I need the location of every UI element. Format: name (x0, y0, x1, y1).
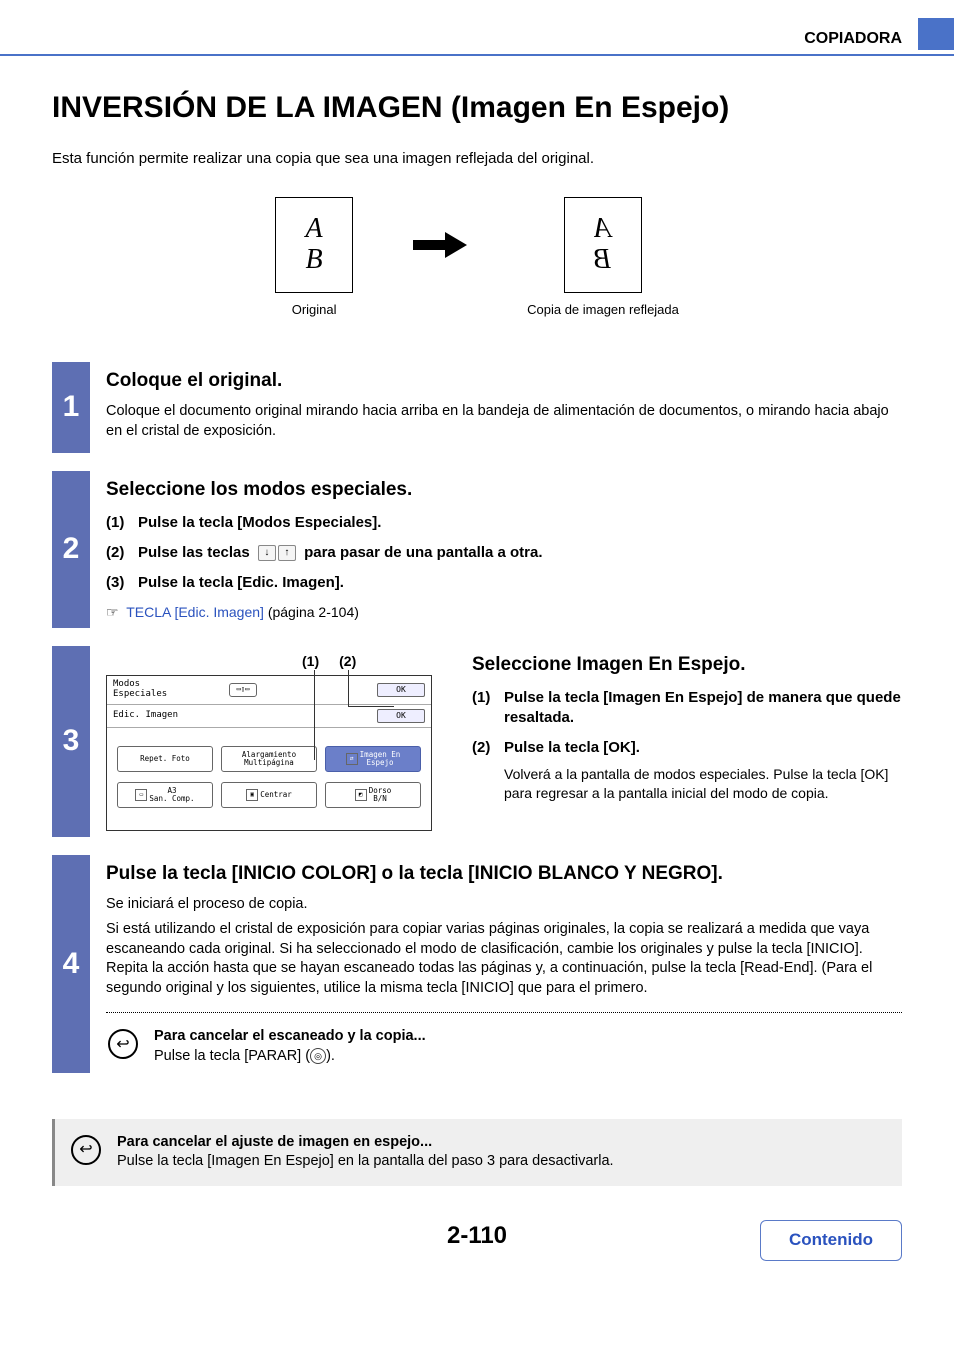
btn-centrar[interactable]: ▣Centrar (221, 782, 317, 808)
step-2-item-1-num: (1) (106, 513, 138, 533)
arrow-keys-icon: ↓ ↑ (258, 545, 296, 561)
step-1-title: Coloque el original. (106, 368, 902, 394)
cancel-mirror-box: ↩ Para cancelar el ajuste de imagen en e… (52, 1119, 902, 1186)
arrow-icon (413, 197, 467, 293)
leader-line-2b (348, 706, 394, 707)
step-4-number: 4 (52, 855, 90, 1073)
page-header: COPIADORA (0, 0, 954, 56)
step-1-number: 1 (52, 362, 90, 453)
contents-button[interactable]: Contenido (760, 1220, 902, 1261)
letter-b: B (306, 245, 323, 276)
screen-header-1: Modos Especiales (113, 680, 229, 700)
btn-dorso-bn[interactable]: ◩Dorso B/N (325, 782, 421, 808)
letter-a: A (306, 214, 323, 245)
btn-alargamiento[interactable]: Alargamiento Multipágina (221, 746, 317, 772)
arrow-up-key: ↑ (278, 545, 296, 561)
step-4-title: Pulse la tecla [INICIO COLOR] o la tecla… (106, 861, 902, 887)
cancel-scan-body: Pulse la tecla [PARAR] (◎). (154, 1047, 426, 1067)
mirror-btn-icon: ⇄ (346, 753, 358, 765)
a3-btn-icon: ▭ (135, 789, 147, 801)
dotted-divider (106, 1012, 902, 1013)
screen-header-2: Edic. Imagen (113, 711, 377, 721)
step-3-item-2-desc: Volverá a la pantalla de modos especiale… (472, 765, 902, 803)
step-2-item-2-num: (2) (106, 543, 138, 563)
step-2-number: 2 (52, 471, 90, 628)
original-page-box: A B (275, 197, 353, 293)
callout-2: (2) (339, 652, 356, 671)
step-3-number: 3 (52, 646, 90, 837)
stop-icon: ◎ (310, 1048, 326, 1064)
step-2: 2 Seleccione los modos especiales. (1) P… (52, 471, 902, 628)
step-2-item-3-num: (3) (106, 573, 138, 593)
step-3: 3 (1) (2) Modos Especiales ▭▯▭ OK (52, 646, 902, 837)
cancel-scan-note: ↩ Para cancelar el escaneado y la copia.… (106, 1027, 902, 1066)
mirrored-page-box: A B (564, 197, 642, 293)
step-2-link-line: ☞ TECLA [Edic. Imagen] (página 2-104) (106, 603, 902, 622)
cancel-mirror-title: Para cancelar el ajuste de imagen en esp… (117, 1133, 614, 1153)
arrow-down-key: ↓ (258, 545, 276, 561)
step-2-item-3-text: Pulse la tecla [Edic. Imagen]. (138, 573, 902, 593)
mirror-caption: Copia de imagen reflejada (527, 301, 679, 319)
header-accent-tab (918, 18, 954, 50)
step-4-p1: Se iniciará el proceso de copia. (106, 895, 902, 915)
btn-a3-san-comp[interactable]: ▭A3 San. Comp. (117, 782, 213, 808)
cancel-mirror-body: Pulse la tecla [Imagen En Espejo] en la … (117, 1152, 614, 1172)
lcd-screen: Modos Especiales ▭▯▭ OK Edic. Imagen OK … (106, 675, 432, 831)
step-3-item-1-num: (1) (472, 688, 504, 729)
link-suffix: (página 2-104) (264, 604, 359, 620)
back-icon-2: ↩ (71, 1135, 101, 1165)
screen-ok-2[interactable]: OK (377, 709, 425, 723)
pointer-icon: ☞ (106, 604, 119, 620)
step-3-item-2-num: (2) (472, 738, 504, 758)
mirror-diagram: A B Original A B Copia de imagen refleja… (52, 197, 902, 319)
screen-ok-1[interactable]: OK (377, 683, 425, 697)
letter-b-mirrored: B (594, 245, 611, 276)
step-3-item-1-text: Pulse la tecla [Imagen En Espejo] de man… (504, 688, 902, 729)
screen-preview-wrap: (1) (2) Modos Especiales ▭▯▭ OK Edic. Im… (106, 652, 446, 831)
edic-imagen-link[interactable]: TECLA [Edic. Imagen] (126, 604, 264, 620)
callout-1: (1) (302, 652, 319, 671)
step-2-item-1-text: Pulse la tecla [Modos Especiales]. (138, 513, 902, 533)
step-2-item-2-text: Pulse las teclas ↓ ↑ para pasar de una p… (138, 543, 902, 563)
section-label: COPIADORA (804, 28, 914, 50)
original-caption: Original (292, 301, 337, 319)
cancel-scan-title: Para cancelar el escaneado y la copia... (154, 1027, 426, 1047)
bn-btn-icon: ◩ (355, 789, 367, 801)
step-2-title: Seleccione los modos especiales. (106, 477, 902, 503)
page-number: 2-110 (447, 1220, 507, 1252)
screen-orientation-icon: ▭▯▭ (229, 683, 257, 697)
intro-text: Esta función permite realizar una copia … (52, 149, 902, 169)
center-btn-icon: ▣ (246, 789, 258, 801)
page-footer: 2-110 Contenido (0, 1220, 954, 1292)
btn-repet-foto[interactable]: Repet. Foto (117, 746, 213, 772)
step-1: 1 Coloque el original. Coloque el docume… (52, 362, 902, 453)
leader-line-1 (314, 670, 315, 760)
page-title: INVERSIÓN DE LA IMAGEN (Imagen En Espejo… (52, 88, 902, 129)
page-content: INVERSIÓN DE LA IMAGEN (Imagen En Espejo… (0, 56, 954, 1073)
step-4: 4 Pulse la tecla [INICIO COLOR] o la tec… (52, 855, 902, 1073)
back-icon: ↩ (108, 1029, 138, 1059)
letter-a-mirrored: A (594, 214, 611, 245)
step-1-body: Coloque el documento original mirando ha… (106, 402, 902, 441)
step-3-item-2-text: Pulse la tecla [OK]. (504, 738, 902, 758)
leader-line-2a (348, 670, 349, 706)
btn-imagen-espejo[interactable]: ⇄Imagen En Espejo (325, 746, 421, 772)
step-3-title: Seleccione Imagen En Espejo. (472, 652, 902, 678)
step-4-p2: Si está utilizando el cristal de exposic… (106, 920, 902, 998)
